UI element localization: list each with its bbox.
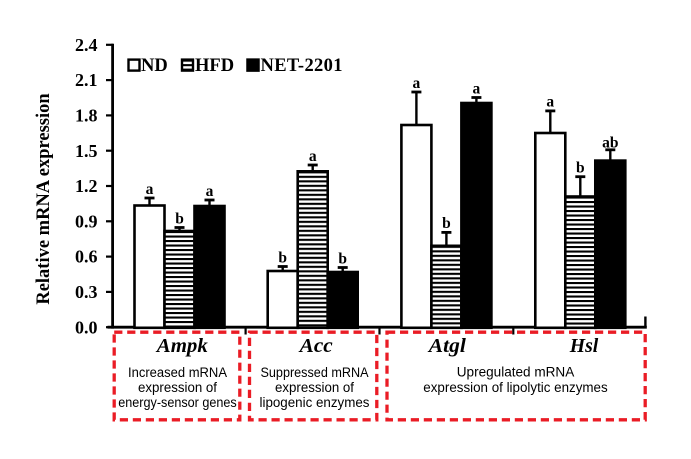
svg-text:ab: ab: [602, 134, 618, 151]
svg-text:Suppressed mRNA: Suppressed mRNA: [261, 365, 369, 380]
svg-text:Ampk: Ampk: [155, 335, 208, 357]
svg-text:Increased mRNA: Increased mRNA: [128, 365, 227, 380]
svg-text:b: b: [338, 250, 347, 267]
svg-text:a: a: [473, 80, 481, 97]
svg-text:a: a: [413, 75, 421, 92]
svg-text:1.2: 1.2: [75, 176, 98, 196]
svg-text:1.5: 1.5: [75, 141, 98, 161]
svg-text:2.1: 2.1: [75, 70, 98, 90]
svg-text:b: b: [576, 160, 585, 177]
svg-text:0.9: 0.9: [75, 211, 98, 231]
svg-text:b: b: [278, 249, 287, 266]
svg-text:0.3: 0.3: [75, 282, 98, 302]
svg-text:b: b: [175, 210, 184, 227]
svg-text:HFD: HFD: [195, 56, 234, 76]
svg-text:ND: ND: [141, 56, 168, 76]
svg-text:Atgl: Atgl: [427, 335, 467, 357]
svg-text:lipogenic enzymes: lipogenic enzymes: [260, 395, 370, 410]
svg-text:expression of lipolytic enzyme: expression of lipolytic enzymes: [423, 380, 608, 395]
svg-text:Relative mRNA expression: Relative mRNA expression: [34, 93, 54, 305]
svg-text:Acc: Acc: [298, 335, 333, 357]
svg-text:NET-2201: NET-2201: [261, 56, 343, 76]
svg-text:Hsl: Hsl: [569, 335, 599, 357]
svg-text:b: b: [442, 215, 451, 232]
svg-text:a: a: [546, 94, 554, 111]
svg-text:expression of: expression of: [138, 380, 217, 395]
svg-text:1.8: 1.8: [75, 106, 98, 126]
svg-text:a: a: [206, 183, 214, 200]
svg-text:0.0: 0.0: [75, 317, 98, 337]
svg-text:Upregulated mRNA: Upregulated mRNA: [457, 364, 575, 379]
svg-text:a: a: [309, 148, 317, 165]
svg-text:0.6: 0.6: [75, 247, 98, 267]
svg-text:expression of: expression of: [275, 380, 354, 395]
svg-text:a: a: [146, 181, 154, 198]
svg-text:2.4: 2.4: [75, 35, 98, 55]
svg-text:energy-sensor genes: energy-sensor genes: [118, 395, 237, 410]
